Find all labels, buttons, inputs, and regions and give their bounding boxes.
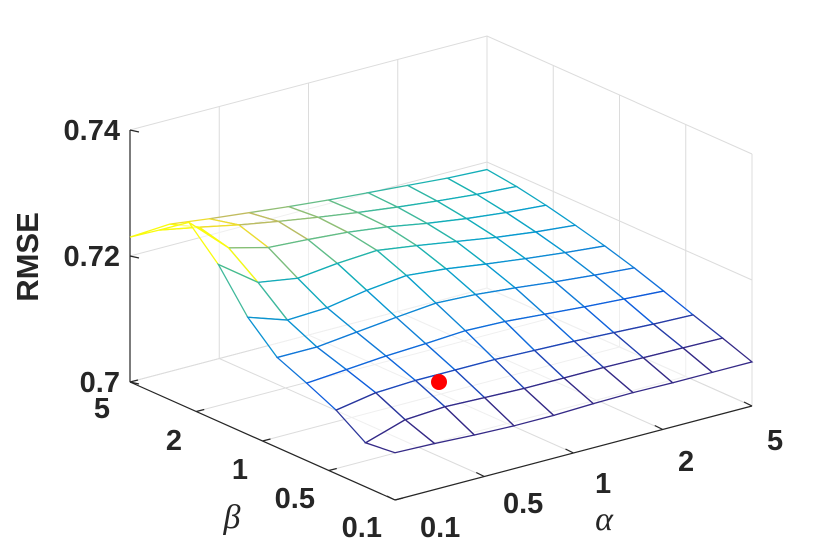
minimum-marker-layer [431, 374, 447, 390]
alpha-tick-mark [654, 424, 664, 431]
beta-axis-label: β [223, 499, 241, 536]
beta-tick-mark [328, 467, 337, 472]
beta-tick-mark [262, 438, 271, 442]
alpha-tick-label: 0.1 [420, 512, 460, 544]
beta-tick-label: 0.1 [342, 512, 382, 544]
z-tick-mark [129, 129, 140, 133]
z-tick-label: 0.74 [64, 115, 120, 147]
alpha-tick-label: 0.5 [503, 488, 543, 520]
alpha-axis-label: α [595, 501, 614, 538]
alpha-tick-label: 5 [767, 425, 783, 457]
beta-tick-mark [129, 379, 139, 383]
z-tick-label: 0.72 [64, 241, 120, 273]
beta-tick-label: 2 [166, 425, 182, 457]
y-axis-label: RMSE [10, 212, 45, 302]
alpha-tick-mark [565, 448, 574, 454]
alpha-tick-mark [475, 471, 485, 478]
alpha-tick-label: 1 [595, 468, 611, 500]
beta-tick-label: 0.5 [275, 483, 315, 515]
beta-tick-mark [394, 497, 404, 501]
surface-mesh [129, 168, 754, 454]
z-tick-label: 0.7 [80, 367, 120, 399]
z-tick-mark [129, 255, 140, 259]
beta-tick-label: 1 [232, 454, 248, 486]
alpha-tick-mark [386, 495, 396, 501]
surface-cell [363, 418, 437, 454]
alpha-tick-mark [743, 401, 753, 407]
beta-tick-mark [196, 408, 205, 413]
alpha-tick-label: 2 [678, 446, 694, 478]
minimum-point-marker [431, 374, 447, 390]
axes [129, 129, 753, 501]
beta-tick-label: 5 [94, 393, 110, 425]
z-grid-line [129, 35, 753, 155]
